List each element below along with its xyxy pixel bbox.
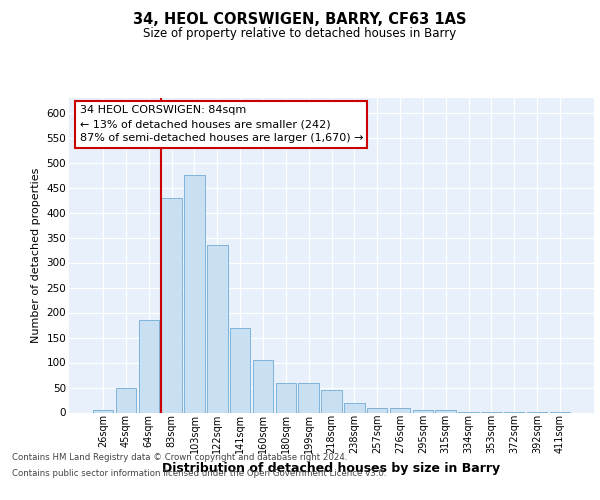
Bar bbox=[436, 410, 456, 412]
Text: 34, HEOL CORSWIGEN, BARRY, CF63 1AS: 34, HEOL CORSWIGEN, BARRY, CF63 1AS bbox=[133, 12, 467, 28]
Bar bbox=[367, 408, 388, 412]
Bar bbox=[253, 360, 273, 412]
Bar bbox=[230, 328, 250, 412]
Text: Contains HM Land Registry data © Crown copyright and database right 2024.: Contains HM Land Registry data © Crown c… bbox=[12, 452, 347, 462]
Text: 34 HEOL CORSWIGEN: 84sqm
← 13% of detached houses are smaller (242)
87% of semi-: 34 HEOL CORSWIGEN: 84sqm ← 13% of detach… bbox=[79, 106, 363, 144]
Bar bbox=[321, 390, 342, 412]
Bar bbox=[344, 402, 365, 412]
Bar bbox=[207, 245, 227, 412]
Y-axis label: Number of detached properties: Number of detached properties bbox=[31, 168, 41, 342]
Bar bbox=[298, 382, 319, 412]
Text: Size of property relative to detached houses in Barry: Size of property relative to detached ho… bbox=[143, 28, 457, 40]
Bar bbox=[93, 410, 113, 412]
Bar bbox=[161, 198, 182, 412]
Bar bbox=[184, 175, 205, 412]
Bar bbox=[390, 408, 410, 412]
Bar bbox=[275, 382, 296, 412]
Text: Contains public sector information licensed under the Open Government Licence v3: Contains public sector information licen… bbox=[12, 469, 386, 478]
Bar bbox=[413, 410, 433, 412]
Bar bbox=[116, 388, 136, 412]
Bar bbox=[139, 320, 159, 412]
X-axis label: Distribution of detached houses by size in Barry: Distribution of detached houses by size … bbox=[163, 462, 500, 474]
